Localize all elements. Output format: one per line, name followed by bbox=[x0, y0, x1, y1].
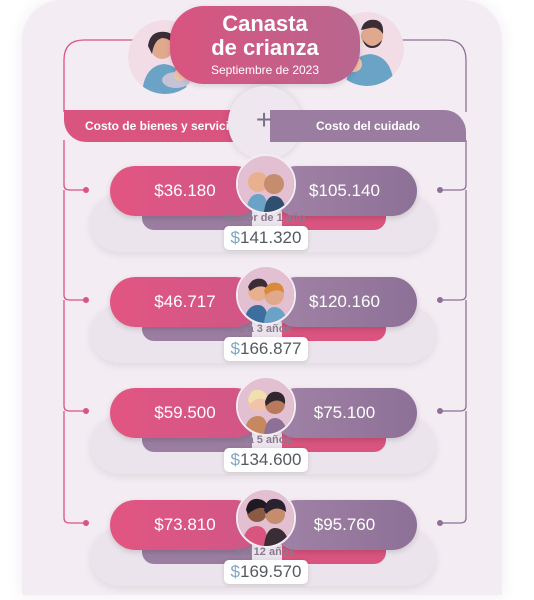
babies-icon bbox=[236, 154, 296, 214]
page-subtitle: Septiembre de 2023 bbox=[210, 63, 320, 77]
age-label: Menor de 1 año bbox=[224, 212, 306, 224]
care-cost-value: $75.100 bbox=[272, 388, 417, 438]
title-banner: Canasta de crianza Septiembre de 2023 bbox=[170, 6, 360, 84]
total-value: 134.600 bbox=[240, 450, 302, 469]
total-value: 166.877 bbox=[240, 339, 302, 358]
toddlers-icon bbox=[236, 265, 296, 325]
age-label: 4 a 5 años bbox=[238, 434, 292, 446]
age-label: 6 a 12 años bbox=[235, 546, 295, 558]
goods-cost-value: $36.180 bbox=[110, 166, 260, 216]
plus-icon: + bbox=[255, 104, 273, 135]
page-title-line-2: de crianza bbox=[211, 35, 319, 60]
goods-cost-value: $73.810 bbox=[110, 500, 260, 550]
page-title-line-1: Canasta bbox=[222, 11, 308, 36]
total-value-box: $141.320 bbox=[224, 226, 308, 250]
currency-symbol: $ bbox=[230, 339, 240, 358]
age-row-1-to-3: $46.717 $120.160 1 a 3 años $166.877 bbox=[0, 265, 534, 377]
age-row-4-to-5: $59.500 $75.100 4 a 5 años $134.600 bbox=[0, 376, 534, 488]
total-value-box: $134.600 bbox=[224, 448, 308, 472]
total-value-box: $166.877 bbox=[224, 337, 308, 361]
goods-cost-value: $59.500 bbox=[110, 388, 260, 438]
total-value-box: $169.570 bbox=[224, 560, 308, 584]
preschoolers-icon bbox=[236, 376, 296, 436]
care-cost-value: $120.160 bbox=[272, 277, 417, 327]
care-cost-header: Costo del cuidado bbox=[270, 110, 466, 142]
total-value: 141.320 bbox=[240, 228, 302, 247]
currency-symbol: $ bbox=[230, 562, 240, 581]
currency-symbol: $ bbox=[230, 450, 240, 469]
goods-cost-value: $46.717 bbox=[110, 277, 260, 327]
age-row-under-1: $36.180 $105.140 Menor de 1 año $141.320 bbox=[0, 154, 534, 266]
age-row-6-to-12: $73.810 $95.760 6 a 12 años $169.570 bbox=[0, 488, 534, 600]
school-kids-icon bbox=[236, 488, 296, 548]
care-cost-value: $95.760 bbox=[272, 500, 417, 550]
currency-symbol: $ bbox=[230, 228, 240, 247]
total-value: 169.570 bbox=[240, 562, 302, 581]
care-cost-value: $105.140 bbox=[272, 166, 417, 216]
age-label: 1 a 3 años bbox=[238, 323, 292, 335]
